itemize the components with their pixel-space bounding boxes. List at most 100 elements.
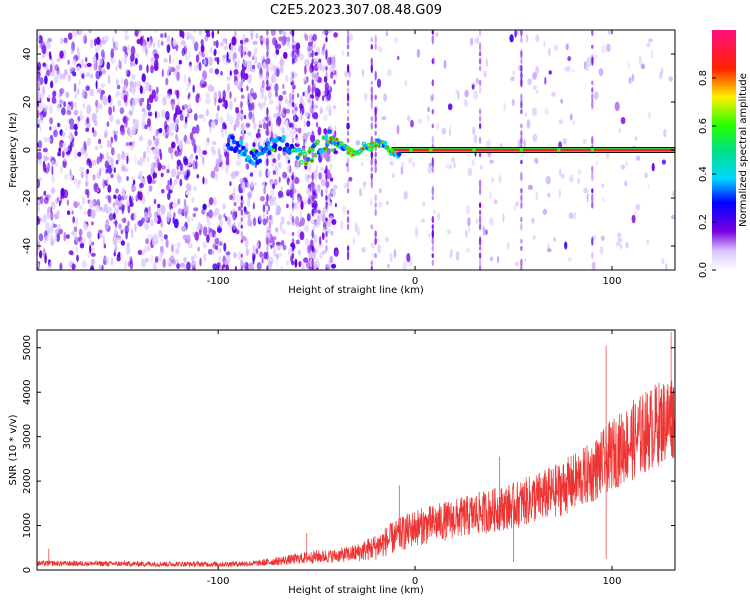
heatmap-cell (325, 104, 328, 113)
heatmap-cell (114, 207, 119, 215)
heatmap-streak (591, 165, 594, 173)
heatmap-cell (340, 220, 344, 231)
heatmap-cell (282, 83, 285, 90)
heatmap-cell (644, 172, 648, 179)
heatmap-streak (291, 30, 295, 38)
heatmap-cell (363, 182, 366, 191)
heatmap-cell (303, 118, 306, 128)
heatmap-streak (591, 252, 594, 260)
signal-band-point (310, 148, 315, 152)
heatmap-cell (195, 124, 200, 135)
heatmap-cell (203, 58, 207, 65)
heatmap-cell (226, 76, 231, 81)
heatmap-cell (114, 30, 117, 34)
heatmap-cell (569, 113, 573, 121)
heatmap-cell (83, 210, 87, 215)
heatmap-cell (95, 106, 99, 114)
heatmap-cell (148, 211, 152, 219)
heatmap-cell (101, 166, 104, 171)
heatmap-cell (105, 222, 108, 231)
bottom-y-axis-label: SNR (10 * v/v) (8, 414, 19, 485)
heatmap-cell (214, 173, 219, 181)
heatmap-cell (48, 225, 54, 234)
heatmap-cell (79, 204, 83, 210)
signal-band-point (330, 148, 335, 152)
heatmap-cell (256, 261, 262, 270)
heatmap-cell (252, 92, 257, 100)
heatmap-cell (254, 47, 258, 55)
heatmap-cell (260, 94, 265, 99)
heatmap-cell (188, 92, 191, 98)
heatmap-cell (295, 216, 300, 226)
heatmap-cell (289, 164, 292, 174)
heatmap-cell (131, 176, 135, 181)
heatmap-cell (105, 168, 109, 174)
heatmap-cell (275, 227, 279, 233)
heatmap-cell (488, 217, 494, 226)
heatmap-cell (247, 218, 252, 227)
heatmap-streak (291, 86, 295, 94)
heatmap-streak (591, 93, 594, 102)
heatmap-cell (208, 209, 214, 219)
heatmap-cell (313, 112, 319, 120)
heatmap-streak (370, 150, 373, 160)
heatmap-cell (148, 94, 154, 104)
heatmap-cell (334, 125, 337, 131)
heatmap-cell (47, 194, 52, 200)
heatmap-cell (389, 252, 393, 263)
heatmap-cell (514, 261, 520, 267)
heatmap-cell (115, 188, 119, 194)
heatmap-cell (67, 32, 73, 40)
heatmap-cell (252, 142, 256, 148)
heatmap-cell (272, 183, 275, 190)
heatmap-streak (346, 178, 350, 189)
heatmap-cell (206, 32, 211, 38)
heatmap-cell (158, 229, 163, 238)
heatmap-cell (274, 66, 277, 76)
heatmap-streak (520, 93, 523, 101)
heatmap-cell (40, 41, 46, 50)
heatmap-cell (489, 191, 492, 200)
heatmap-cell (646, 239, 649, 245)
heatmap-cell (273, 247, 276, 258)
heatmap-streak (291, 137, 295, 144)
heatmap-cell (122, 190, 126, 196)
heatmap-streak (591, 193, 594, 203)
heatmap-cell (314, 235, 320, 243)
heatmap-cell (321, 250, 327, 255)
heatmap-cell (75, 217, 79, 226)
heatmap-streak (520, 58, 523, 65)
heatmap-cell (91, 241, 95, 246)
signal-band-fragment-core (303, 153, 306, 156)
heatmap-cell (201, 208, 206, 215)
heatmap-streak (346, 34, 350, 45)
heatmap-cell (77, 46, 80, 53)
heatmap-cell (287, 159, 291, 164)
heatmap-cell (123, 53, 128, 62)
heatmap-cell (144, 245, 147, 252)
heatmap-cell (262, 204, 266, 213)
heatmap-cell (66, 104, 71, 112)
heatmap-cell (414, 227, 419, 238)
heatmap-cell (102, 52, 106, 61)
heatmap-cell (165, 238, 169, 248)
heatmap-cell (475, 77, 479, 85)
heatmap-cell (264, 95, 267, 101)
heatmap-cell (259, 196, 265, 202)
heatmap-cell (43, 104, 47, 113)
heatmap-cell (206, 212, 210, 217)
signal-band-point (519, 148, 524, 152)
heatmap-cell (247, 92, 250, 103)
heatmap-cell (102, 259, 107, 266)
heatmap-cell (294, 106, 298, 112)
heatmap-cell (106, 139, 111, 148)
heatmap-cell (257, 102, 262, 108)
heatmap-cell (38, 118, 41, 125)
heatmap-streak (370, 44, 373, 50)
heatmap-cell (433, 56, 436, 66)
heatmap-streak (520, 130, 523, 137)
heatmap-cell (76, 88, 80, 95)
heatmap-cell (104, 160, 109, 169)
heatmap-cell (129, 87, 132, 93)
heatmap-cell (144, 257, 149, 263)
